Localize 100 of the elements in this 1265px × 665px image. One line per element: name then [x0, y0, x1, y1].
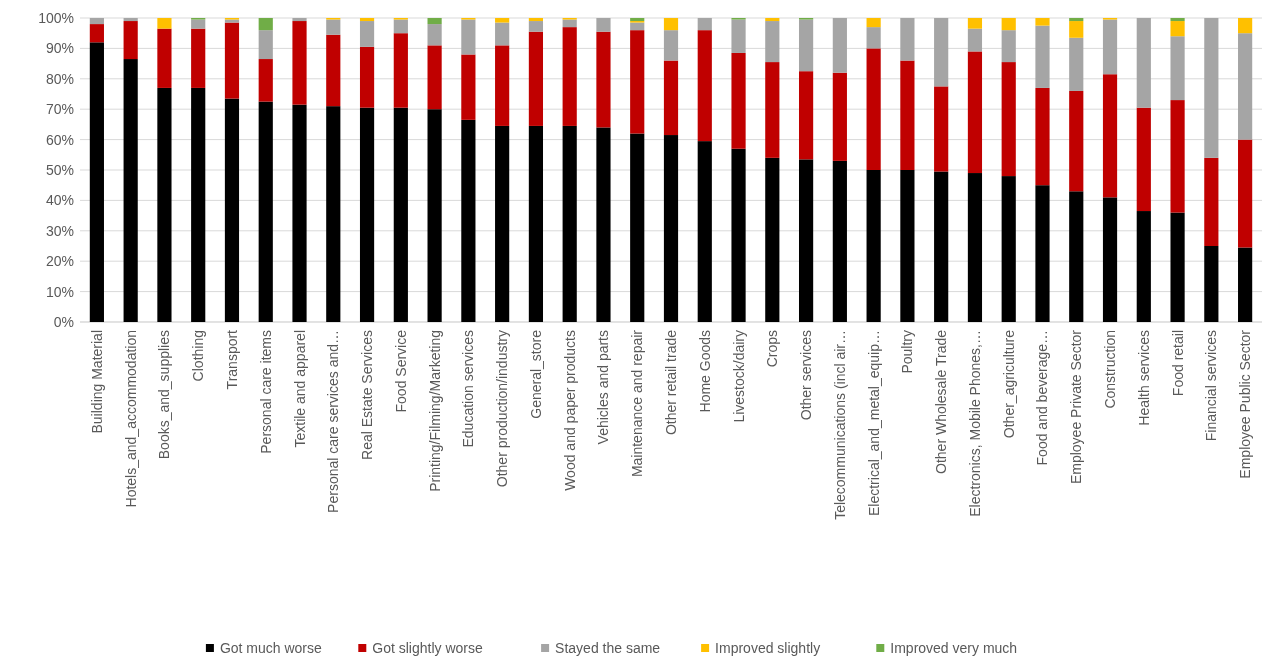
- bar: [1238, 18, 1253, 34]
- bar: [1069, 191, 1084, 322]
- x-tick-label: Food retail: [1169, 330, 1186, 397]
- x-tick-label: Electrical_and_metal_equip…: [865, 330, 882, 516]
- bar: [326, 19, 341, 35]
- bar: [731, 148, 746, 322]
- bar: [359, 46, 375, 108]
- bar: [562, 27, 577, 126]
- bar: [765, 18, 780, 22]
- bar: [393, 107, 408, 322]
- bar: [123, 59, 138, 322]
- bar: [224, 98, 240, 322]
- bar: [326, 34, 341, 107]
- y-tick-label: 60%: [45, 131, 74, 148]
- x-tick-label: Poultry: [899, 330, 916, 374]
- bar: [697, 30, 712, 142]
- bar: [1204, 246, 1219, 322]
- x-tick-label: Transport: [223, 329, 240, 390]
- legend-label: Stayed the same: [555, 640, 661, 656]
- y-tick-label: 0%: [53, 314, 74, 330]
- legend-label: Got much worse: [219, 640, 323, 656]
- bar: [1001, 62, 1016, 177]
- bar: [630, 133, 645, 322]
- x-tick-label: Health services: [1135, 330, 1152, 426]
- bar: [495, 18, 510, 23]
- x-tick-label: Home Goods: [696, 330, 713, 413]
- bar: [1170, 21, 1185, 37]
- x-tick-label: Real Estate Services: [359, 330, 376, 460]
- bar: [562, 19, 577, 28]
- legend-label: Got slightly worse: [372, 640, 483, 656]
- x-tick-label: Wood and paper products: [561, 330, 578, 491]
- bar: [1001, 18, 1016, 31]
- bar: [258, 59, 273, 102]
- bar: [1136, 107, 1151, 212]
- x-tick-label: Electronics, Mobile Phones,…: [966, 330, 983, 517]
- legend-label: Improved slightly: [715, 640, 821, 656]
- bar: [1069, 21, 1084, 38]
- x-tick-label: Books_and_supplies: [156, 330, 173, 460]
- bar: [1102, 19, 1118, 75]
- bar: [731, 52, 746, 149]
- bar: [765, 157, 780, 322]
- bar: [866, 18, 881, 28]
- bar: [461, 54, 476, 120]
- x-tick-label: Livestock/dairy: [730, 330, 747, 423]
- bar: [765, 21, 780, 63]
- bar: [1136, 211, 1151, 322]
- y-tick-label: 40%: [45, 192, 74, 209]
- bar: [157, 18, 172, 29]
- bar: [798, 19, 814, 72]
- x-tick-label: Other Wholesale Trade: [933, 329, 950, 474]
- bar: [1170, 212, 1185, 322]
- x-tick-label: Construction: [1102, 330, 1119, 409]
- bar: [461, 19, 476, 55]
- bar: [1136, 18, 1151, 108]
- bar: [258, 30, 273, 60]
- bar: [697, 141, 712, 322]
- x-tick-label: Financial services: [1203, 330, 1220, 442]
- bar: [461, 119, 476, 322]
- bar: [596, 18, 611, 32]
- bar: [1001, 176, 1016, 322]
- x-tick-label: Education services: [460, 330, 477, 448]
- bar: [258, 101, 273, 322]
- bar: [663, 60, 679, 136]
- bar: [292, 18, 307, 22]
- bar: [1170, 100, 1185, 213]
- bar: [393, 19, 408, 34]
- bar: [528, 31, 544, 126]
- bar: [359, 18, 375, 22]
- bar: [1069, 18, 1084, 22]
- bar: [1204, 157, 1219, 246]
- x-tick-label: Food Service: [392, 329, 409, 413]
- bar: [1204, 18, 1219, 158]
- bar: [123, 21, 138, 60]
- x-tick-label: Employee Private Sector: [1068, 329, 1085, 485]
- bar: [326, 106, 341, 322]
- bar: [393, 33, 408, 108]
- bar: [292, 21, 307, 105]
- bar: [427, 109, 442, 322]
- bar: [900, 60, 915, 170]
- bar: [967, 18, 983, 29]
- bar: [427, 45, 442, 110]
- bar: [934, 18, 949, 87]
- bar: [258, 18, 273, 31]
- bar: [663, 30, 679, 61]
- bar: [663, 135, 679, 322]
- bar: [934, 86, 949, 172]
- y-tick-label: 10%: [45, 283, 74, 300]
- x-tick-label: Vehicles and parts: [595, 330, 612, 445]
- bar: [495, 125, 510, 322]
- x-tick-label: General_store: [527, 329, 544, 419]
- bar: [832, 18, 847, 73]
- bar: [359, 107, 375, 322]
- bar: [427, 24, 442, 46]
- bar: [900, 170, 915, 322]
- bar: [967, 28, 983, 52]
- x-tick-label: Printing/Filming/Marketing: [426, 330, 443, 492]
- x-tick-label: Other services: [798, 330, 815, 421]
- bar: [1035, 87, 1050, 186]
- bar: [798, 159, 814, 322]
- bar: [1238, 139, 1253, 248]
